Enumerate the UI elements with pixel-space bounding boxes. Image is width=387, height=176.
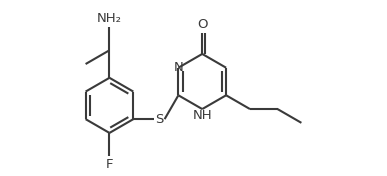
Text: N: N [173, 61, 183, 74]
Text: NH: NH [192, 109, 212, 122]
Text: NH₂: NH₂ [97, 12, 122, 25]
Text: F: F [106, 158, 113, 171]
Text: O: O [197, 18, 207, 31]
Text: S: S [155, 113, 164, 126]
